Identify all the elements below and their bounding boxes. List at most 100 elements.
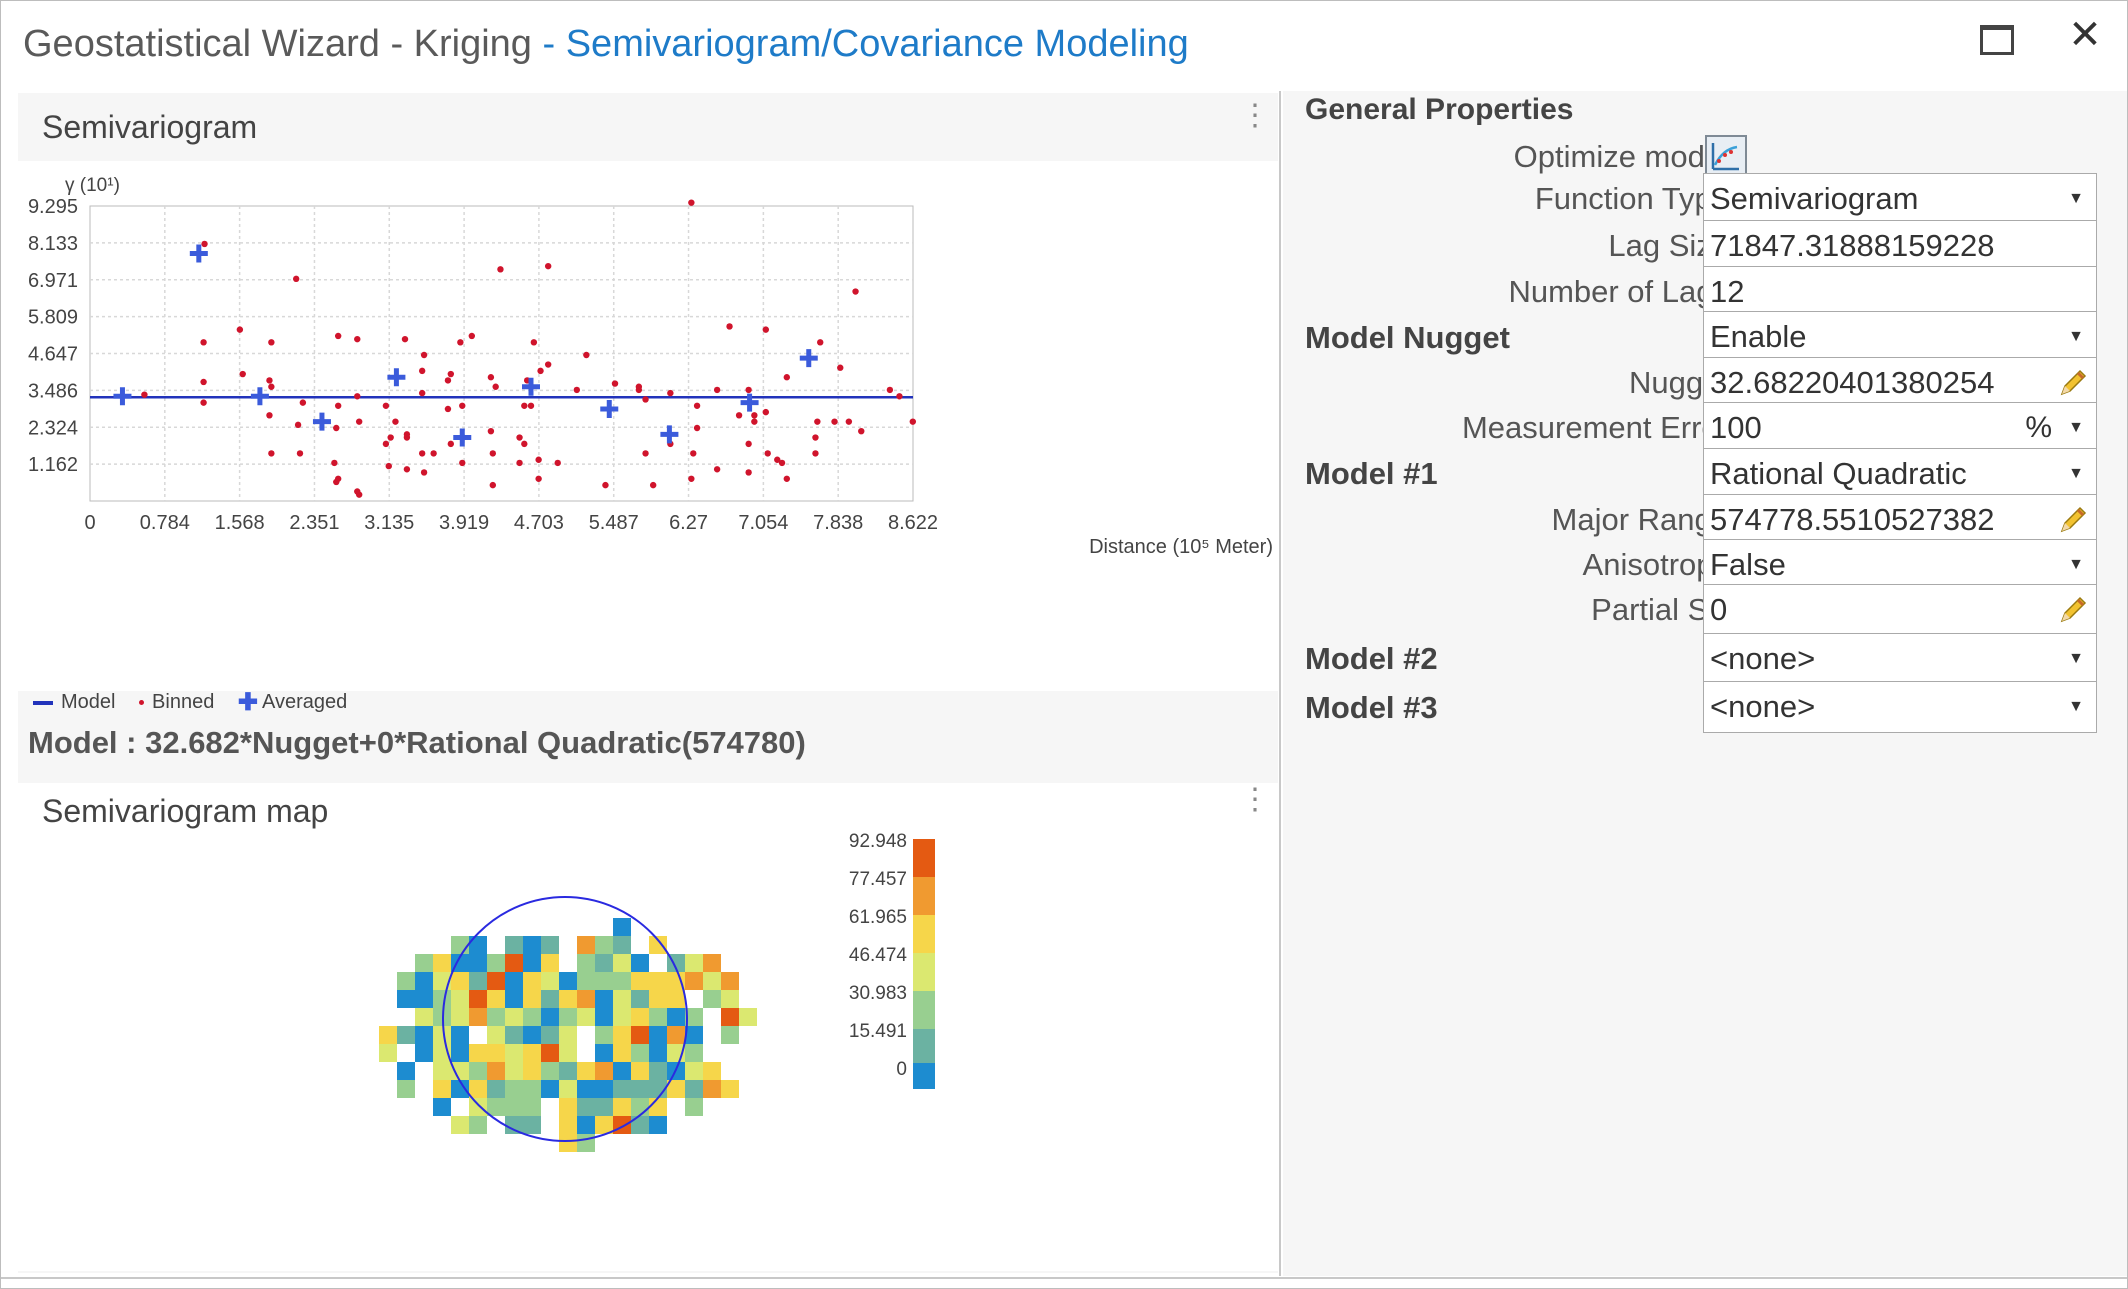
map-cell <box>469 1008 487 1026</box>
chevron-down-icon[interactable]: ▼ <box>2068 419 2084 436</box>
nugget-input[interactable]: 32.68220401380254 <box>1703 357 2097 409</box>
x-tick-label: 2.351 <box>289 512 339 534</box>
function-type-dropdown[interactable]: Semivariogram ▼ <box>1703 173 2097 225</box>
binned-point <box>492 383 499 390</box>
binned-point <box>268 383 275 390</box>
binned-point <box>200 339 207 346</box>
model-2-dropdown[interactable]: <none> ▼ <box>1703 633 2097 685</box>
map-cell <box>541 1062 559 1080</box>
major-range-value: 574778.5510527382 <box>1710 502 1995 537</box>
map-cell <box>595 1026 613 1044</box>
map-cell <box>415 954 433 972</box>
averaged-point <box>387 368 406 387</box>
map-cell <box>631 1026 649 1044</box>
map-cell <box>541 954 559 972</box>
binned-point <box>487 427 495 435</box>
map-cell <box>631 1116 649 1134</box>
map-cell <box>505 954 523 972</box>
binned-point <box>521 440 528 448</box>
legend-model-label: Model <box>61 690 116 713</box>
binned-point <box>635 386 643 394</box>
map-cell <box>631 1008 649 1026</box>
map-cell <box>595 972 613 990</box>
major-range-input[interactable]: 574778.5510527382 <box>1703 494 2097 546</box>
map-cell <box>487 990 505 1008</box>
map-cell <box>721 1008 739 1026</box>
model-3-dropdown[interactable]: <none> ▼ <box>1703 681 2097 733</box>
map-cell <box>505 972 523 990</box>
pencil-icon[interactable] <box>2056 366 2090 400</box>
binned-point <box>554 459 561 467</box>
y-tick-label: 8.133 <box>28 233 78 255</box>
lag-size-input[interactable]: 71847.31888159228 <box>1703 220 2097 272</box>
optimize-model-icon[interactable] <box>1705 135 1747 177</box>
semivariogram-chart[interactable]: 0 0.784 1.568 2.351 3.135 3.919 4.703 5.487 6.27… <box>18 161 1278 691</box>
map-cell <box>469 1098 487 1116</box>
map-cell <box>721 1080 739 1098</box>
binned-point <box>751 412 758 419</box>
model-nugget-dropdown[interactable]: Enable ▼ <box>1703 311 2097 363</box>
pane-divider[interactable] <box>1279 91 1281 1276</box>
semivariogram-map[interactable]: 92.948 77.457 61.965 46.474 30.983 15.491 0 <box>18 783 1278 1271</box>
pencil-icon[interactable] <box>2056 593 2090 627</box>
chevron-down-icon: ▼ <box>2068 650 2084 667</box>
colorbar-label: 46.474 <box>849 945 908 966</box>
map-cell <box>595 1062 613 1080</box>
colorbar-swatch <box>913 953 935 991</box>
map-cell <box>415 1044 433 1062</box>
binned-point <box>459 459 466 467</box>
anisotropy-dropdown[interactable]: False ▼ <box>1703 539 2097 591</box>
chevron-down-icon: ▼ <box>2068 465 2084 482</box>
map-cell <box>433 1062 451 1080</box>
maximize-icon[interactable] <box>1976 19 2016 59</box>
map-cell <box>523 1080 541 1098</box>
left-pane: Semivariogram ⋮ 0 0.784 1.568 2.351 3.135 3.9… <box>18 93 1278 1273</box>
model-1-dropdown[interactable]: Rational Quadratic ▼ <box>1703 448 2097 500</box>
map-cell <box>631 1062 649 1080</box>
colorbar-swatch <box>913 991 935 1029</box>
binned-point <box>535 475 542 482</box>
map-cell <box>595 1008 613 1026</box>
kebab-menu-icon[interactable]: ⋮ <box>1240 99 1270 132</box>
kebab-menu-icon[interactable]: ⋮ <box>1240 785 1270 815</box>
binned-point <box>418 450 426 457</box>
binned-point <box>355 491 363 498</box>
legend-binned-label: Binned <box>152 690 215 713</box>
map-cell <box>577 972 595 990</box>
map-cell <box>451 1044 469 1062</box>
map-cell <box>505 990 523 1008</box>
function-type-value: Semivariogram <box>1710 181 1919 216</box>
binned-point <box>516 434 523 441</box>
measurement-error-input[interactable]: 100% ▼ <box>1703 402 2097 454</box>
partial-sill-input[interactable]: 0 <box>1703 584 2097 636</box>
map-cell <box>415 972 433 990</box>
map-cell <box>505 1080 523 1098</box>
binned-point <box>354 393 361 400</box>
binned-point <box>141 391 148 398</box>
map-cell <box>541 1008 559 1026</box>
binned-point <box>420 351 428 359</box>
map-cell <box>613 936 631 954</box>
binned-point <box>334 475 342 482</box>
x-tick-label: 3.135 <box>364 512 414 534</box>
map-cell <box>523 990 541 1008</box>
close-icon[interactable]: ✕ <box>2068 13 2102 57</box>
map-cell <box>685 954 703 972</box>
binned-point <box>294 421 302 429</box>
binned-point <box>693 402 701 409</box>
map-cell <box>577 1008 595 1026</box>
binned-point <box>667 389 674 397</box>
number-of-lags-value: 12 <box>1710 274 1745 309</box>
averaged-point <box>521 377 540 396</box>
colorbar-label: 61.965 <box>849 907 907 928</box>
binned-point <box>266 377 273 384</box>
pencil-icon[interactable] <box>2056 503 2090 537</box>
binned-point <box>886 386 894 394</box>
colorbar-swatch <box>913 1029 935 1067</box>
map-cell <box>451 1062 469 1080</box>
binned-point <box>444 377 452 384</box>
map-cell <box>613 1080 631 1098</box>
measurement-error-value: 100 <box>1710 410 1762 445</box>
window-title-main: Geostatistical Wizard - Kriging <box>23 23 532 65</box>
legend-model: Model <box>33 691 115 714</box>
